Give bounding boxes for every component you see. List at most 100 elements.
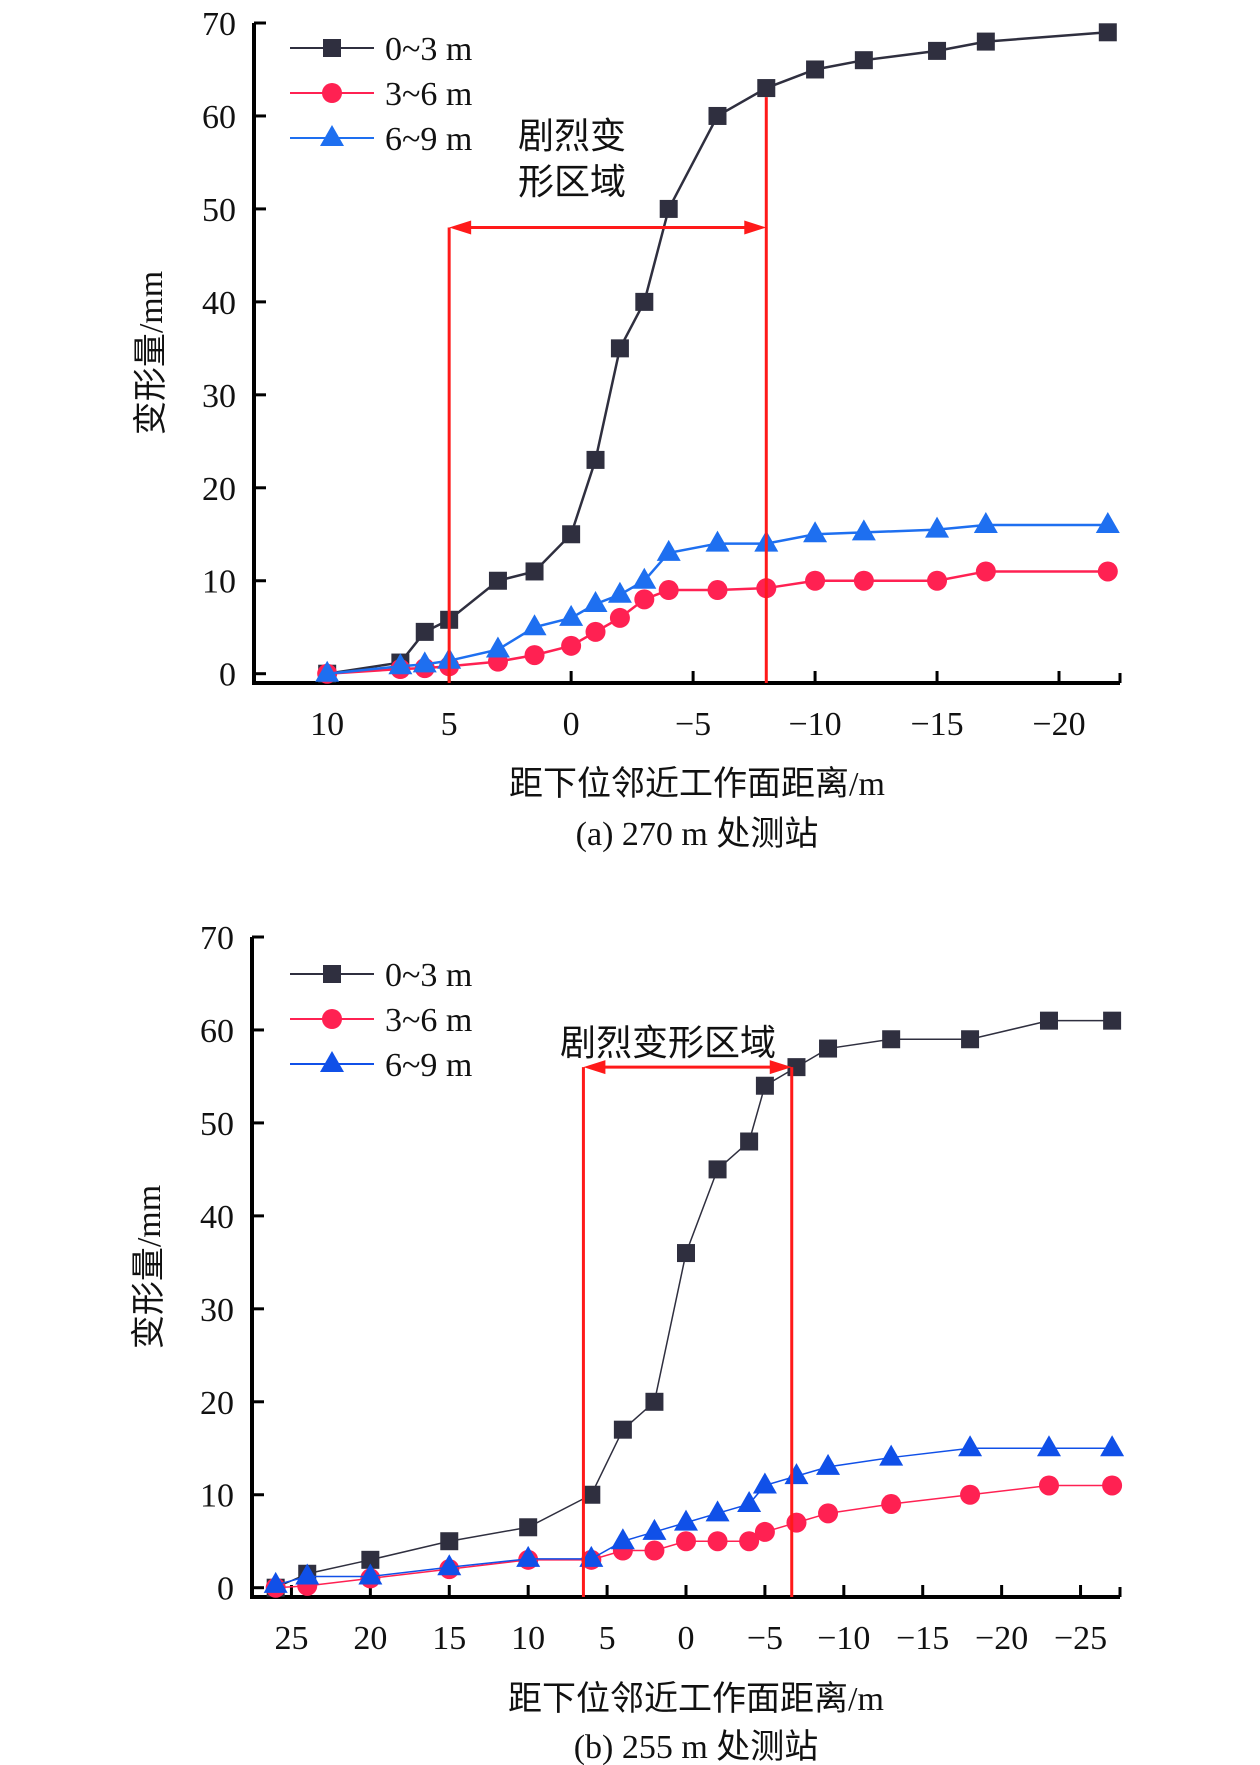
data-point-triangle	[610, 1528, 635, 1550]
data-point-triangle	[752, 1472, 777, 1494]
data-point-square	[961, 1030, 980, 1049]
legend-square-icon	[323, 965, 341, 983]
data-point-square	[1098, 23, 1117, 42]
arrow-head-left-icon	[449, 220, 472, 235]
data-point-triangle	[263, 1571, 288, 1593]
data-point-square	[708, 106, 727, 125]
legend-triangle-icon	[320, 1051, 344, 1072]
data-point-square	[806, 60, 825, 79]
y-tick-label: 50	[200, 1106, 234, 1143]
y-tick-label: 60	[200, 1013, 234, 1050]
data-point-triangle	[737, 1491, 762, 1513]
data-point-triangle	[579, 1545, 604, 1567]
x-tick-label: −10	[817, 1620, 870, 1657]
data-point-triangle	[559, 604, 584, 626]
y-tick-label: 40	[202, 285, 236, 322]
data-point-circle	[609, 607, 630, 628]
data-point-triangle	[607, 581, 632, 603]
legend-triangle-icon	[320, 125, 344, 146]
series-circle	[317, 561, 1118, 684]
data-point-square	[488, 571, 507, 590]
data-point-triangle	[851, 519, 876, 541]
legend-square-icon	[323, 39, 341, 57]
zone-label: 形区域	[518, 162, 626, 202]
arrow-head-right-icon	[769, 1060, 792, 1075]
legend-circle-icon	[322, 1009, 342, 1029]
data-point-circle	[644, 1540, 665, 1561]
data-point-square	[582, 1485, 601, 1504]
data-point-square	[613, 1420, 632, 1439]
data-point-square	[882, 1030, 901, 1049]
data-point-circle	[754, 1521, 775, 1542]
series-square	[266, 1011, 1122, 1597]
y-tick-label: 60	[202, 99, 236, 136]
data-point-circle	[676, 1531, 696, 1552]
x-tick-label: −5	[675, 706, 711, 743]
data-point-triangle	[705, 530, 730, 552]
data-point-square	[415, 622, 434, 641]
series-square	[318, 23, 1117, 683]
data-point-triangle	[516, 1545, 541, 1567]
data-point-circle	[818, 1503, 839, 1524]
data-point-square	[854, 51, 873, 70]
x-tick-label: −15	[910, 706, 963, 743]
legend-label: 6~9 m	[385, 121, 472, 158]
series-line	[275, 1447, 1113, 1586]
y-tick-label: 0	[219, 657, 236, 694]
series-line	[275, 1484, 1113, 1589]
legend-item: 3~6 m	[290, 76, 472, 113]
data-point-triangle	[973, 511, 998, 533]
data-point-triangle	[1100, 1435, 1125, 1457]
data-point-circle	[658, 580, 679, 601]
x-tick-label: −15	[896, 1620, 949, 1657]
data-point-circle	[960, 1484, 981, 1505]
x-tick-label: −20	[1032, 706, 1085, 743]
data-point-square	[740, 1132, 759, 1151]
data-point-triangle	[656, 539, 681, 561]
data-point-triangle	[485, 636, 510, 658]
data-point-square	[708, 1160, 727, 1179]
data-point-triangle	[412, 651, 437, 673]
data-point-circle	[707, 1531, 728, 1552]
data-point-circle	[1097, 561, 1118, 582]
data-point-triangle	[705, 1500, 730, 1522]
data-point-square	[1039, 1011, 1058, 1030]
data-point-triangle	[803, 521, 828, 543]
legend-item: 6~9 m	[290, 1047, 472, 1084]
x-tick-label: −25	[1054, 1620, 1107, 1657]
data-point-square	[361, 1550, 380, 1569]
data-point-circle	[853, 570, 874, 591]
legend-label: 0~3 m	[385, 957, 472, 994]
legend: 0~3 m 3~6 m 6~9 m	[290, 31, 472, 158]
data-point-square	[1103, 1011, 1122, 1030]
legend-label: 6~9 m	[385, 1047, 472, 1084]
x-tick-label: 0	[563, 706, 580, 743]
x-tick-label: 20	[353, 1620, 387, 1657]
data-point-circle	[524, 645, 545, 666]
data-point-circle	[975, 561, 996, 582]
data-point-triangle	[1036, 1435, 1061, 1457]
zone-label: 剧烈变形区域	[560, 1023, 776, 1063]
x-tick-label: 0	[678, 1620, 695, 1657]
data-point-triangle	[583, 590, 608, 612]
legend-item: 3~6 m	[290, 1002, 472, 1039]
x-tick-label: 25	[274, 1620, 308, 1657]
data-point-triangle	[437, 1554, 462, 1576]
y-tick-label: 10	[200, 1478, 234, 1515]
x-tick-label: −5	[747, 1620, 783, 1657]
y-tick-label: 50	[202, 192, 236, 229]
legend-circle-icon	[322, 83, 342, 103]
data-point-circle	[1038, 1475, 1059, 1496]
x-tick-label: −20	[975, 1620, 1028, 1657]
data-point-square	[525, 562, 544, 581]
data-point-square	[976, 32, 995, 51]
series-triangle	[263, 1435, 1125, 1593]
x-axis-title: 距下位邻近工作面距离/m	[509, 765, 885, 803]
series-circle	[265, 1475, 1123, 1598]
data-point-square	[928, 41, 947, 60]
y-axis-title: 变形量/mm	[132, 271, 170, 435]
legend-label: 3~6 m	[385, 76, 472, 113]
data-point-triangle	[925, 516, 950, 538]
data-point-circle	[786, 1512, 807, 1533]
